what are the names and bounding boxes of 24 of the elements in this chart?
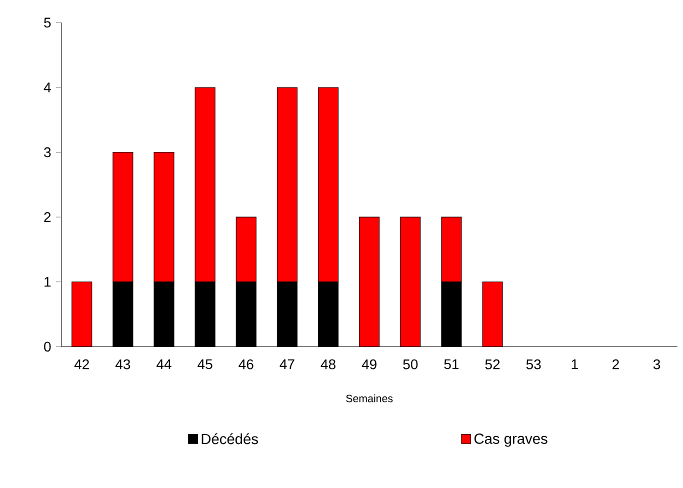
x-tick-label: 3 — [653, 359, 660, 370]
y-tick-label: 5 — [44, 18, 51, 28]
y-tick-label: 4 — [44, 82, 51, 92]
x-tick-label: 2 — [612, 359, 619, 370]
y-tick-label: 3 — [44, 147, 51, 158]
x-tick-label: 48 — [320, 359, 336, 370]
x-axis-title: Semaines — [346, 394, 393, 402]
x-tick-label: 47 — [280, 359, 294, 369]
x-tick-label: 43 — [115, 359, 130, 370]
y-tick-label: 2 — [44, 212, 51, 222]
x-tick-label: 46 — [238, 359, 254, 370]
y-tick-label: 0 — [44, 342, 51, 352]
x-tick-label: 45 — [198, 359, 212, 370]
x-tick-label: 52 — [485, 359, 500, 370]
x-tick-label: 44 — [156, 359, 172, 369]
x-tick-label: 50 — [403, 359, 418, 370]
x-tick-label: 53 — [526, 359, 541, 370]
x-tick-label: 49 — [362, 359, 376, 370]
x-tick-label: 51 — [444, 359, 459, 370]
x-tick-label: 42 — [74, 359, 89, 370]
x-tick-label: 1 — [572, 359, 578, 369]
legend-label: Cas graves — [474, 434, 548, 447]
y-tick-label: 1 — [44, 277, 51, 287]
legend-label: Décédés — [202, 433, 258, 444]
